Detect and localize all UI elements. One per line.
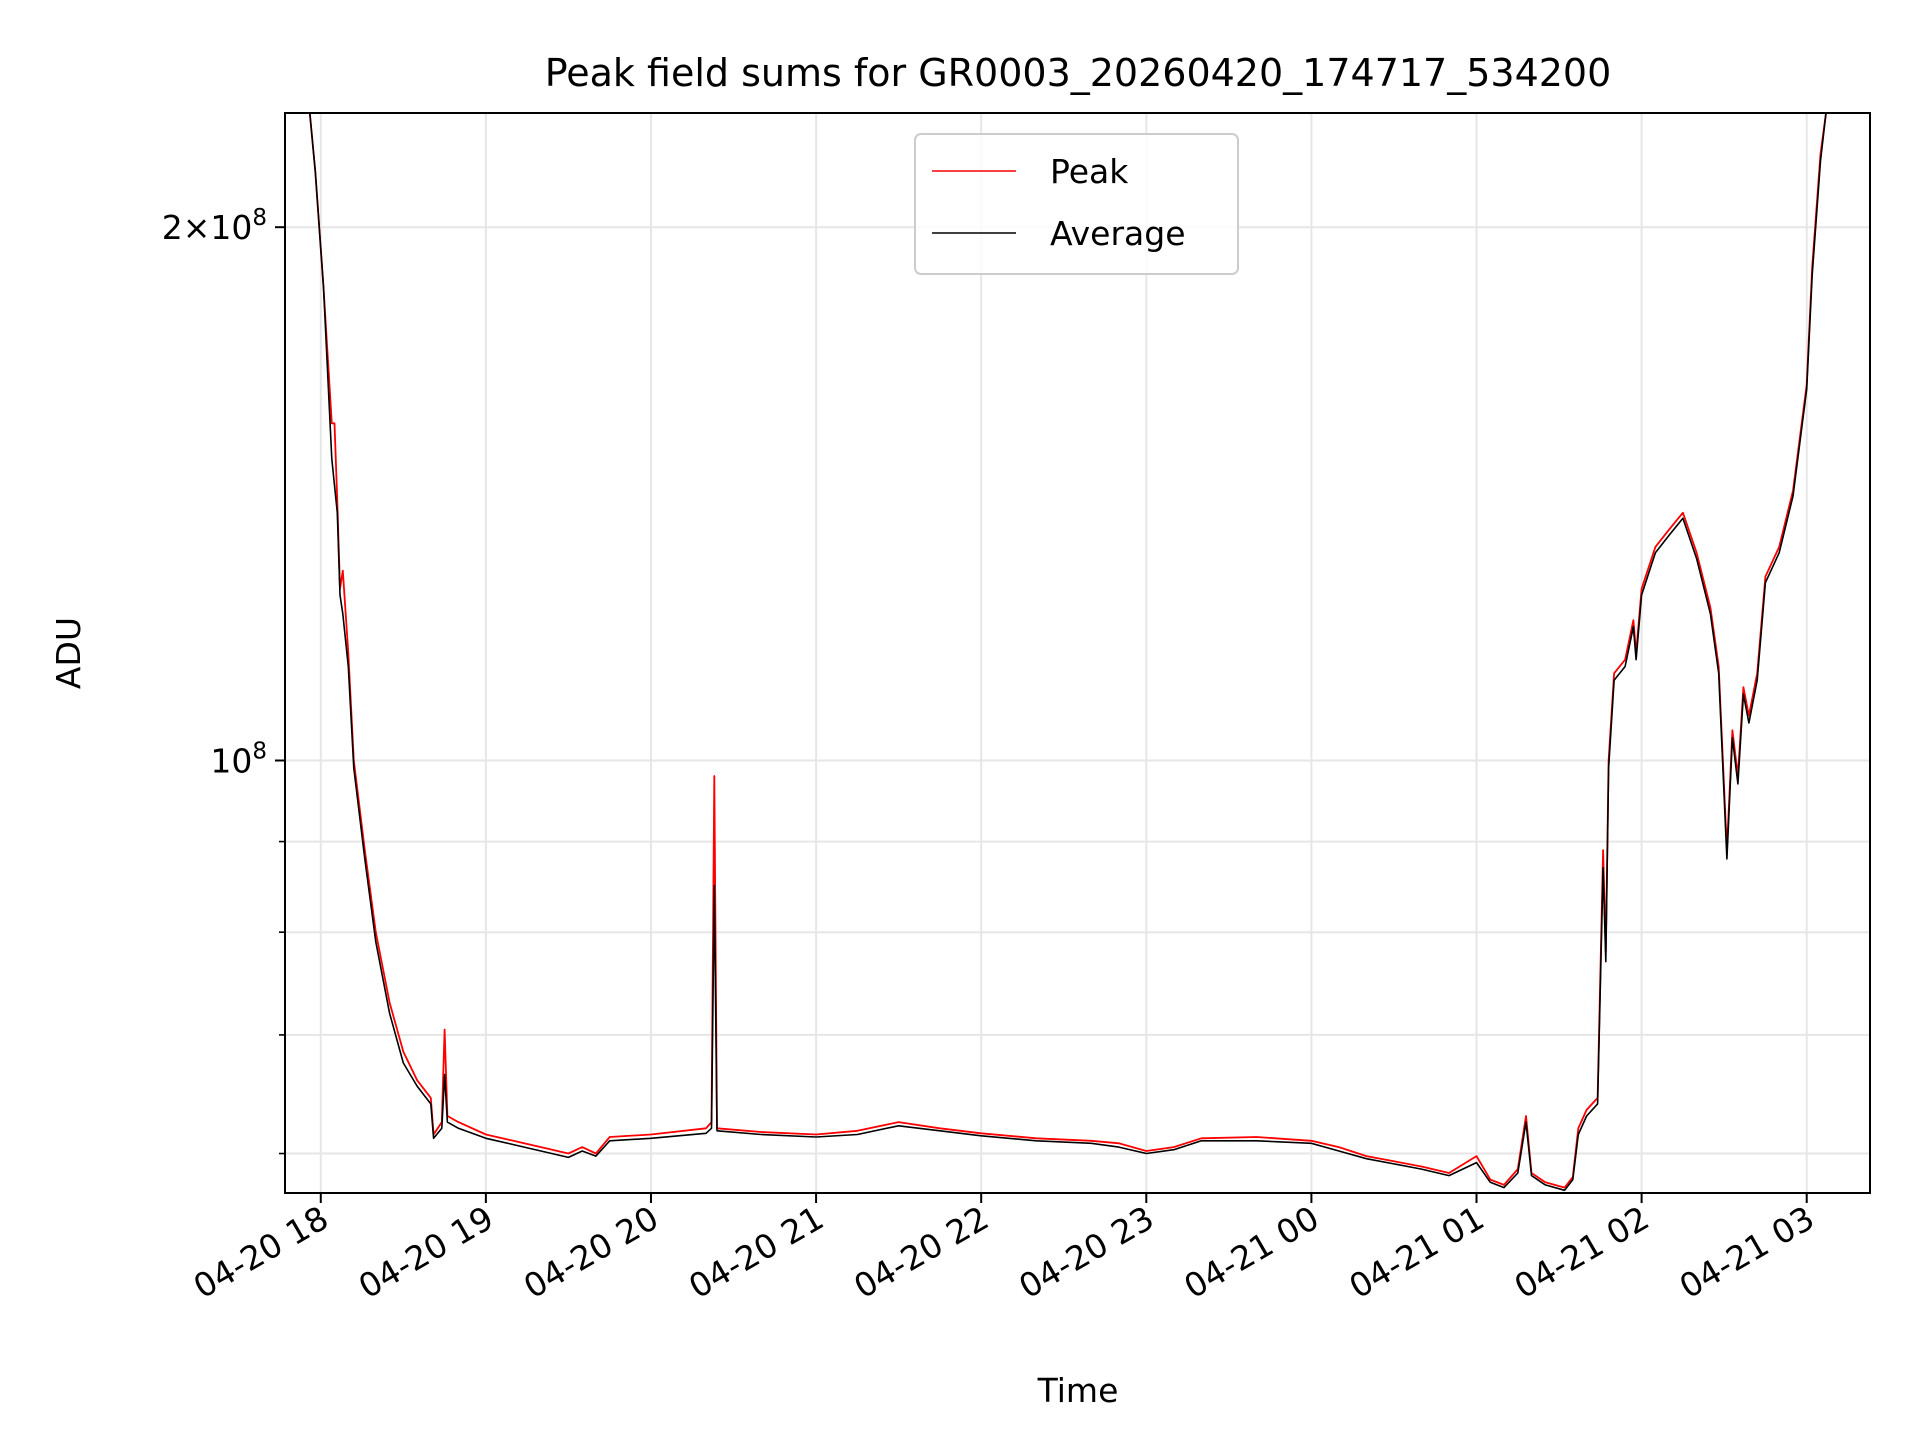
legend-box [914, 133, 1239, 275]
vertical-grid [319, 113, 1808, 1193]
y-axis: 108 2×108 [162, 205, 285, 1155]
series-line-average [285, 113, 1870, 1192]
y-tick-label: 108 [210, 739, 267, 781]
series-layer [285, 113, 1870, 1192]
legend-peak-label: Peak [1050, 152, 1129, 191]
series-line-peak [285, 113, 1870, 1189]
y-tick-label: 2×108 [162, 205, 267, 247]
chart-title: Peak field sums for GR0003_20260420_1747… [545, 51, 1612, 95]
plot-frame [284, 112, 1871, 1194]
legend: Peak Average [914, 133, 1239, 275]
legend-average-label: Average [1050, 214, 1186, 253]
y-axis-label: ADU [49, 617, 88, 689]
x-axis-label: Time [1037, 1371, 1119, 1410]
